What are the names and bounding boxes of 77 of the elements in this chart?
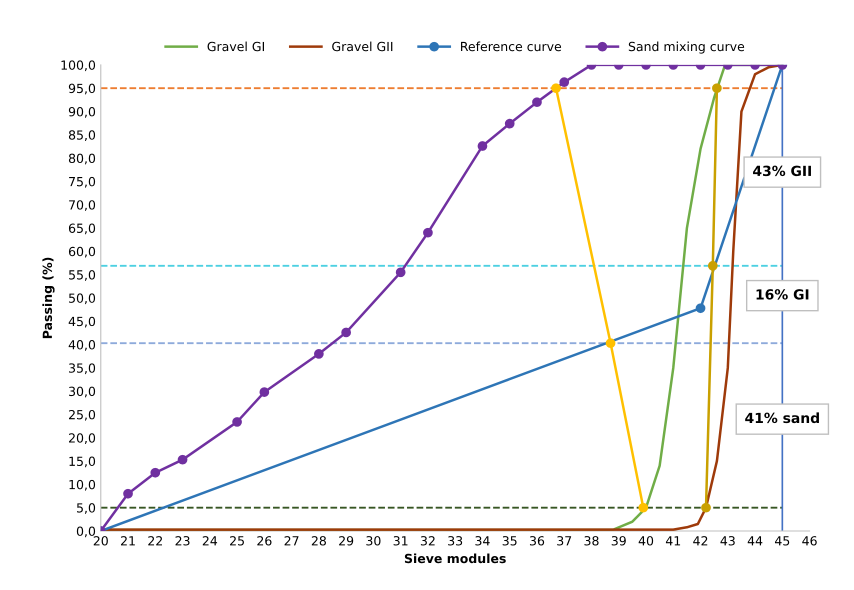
x-tick-label: 29 bbox=[339, 536, 354, 546]
legend-label: Reference curve bbox=[461, 42, 562, 52]
point bbox=[178, 454, 188, 465]
x-tick-label: 43 bbox=[720, 536, 735, 546]
point bbox=[423, 228, 433, 238]
annotation: 43% GII bbox=[753, 166, 811, 176]
y-tick-label: 10,0 bbox=[69, 480, 96, 491]
y-tick-label: 65,0 bbox=[68, 224, 96, 234]
y-tick-label: 0,0 bbox=[76, 526, 96, 538]
y-tick-label: 60,0 bbox=[68, 246, 96, 258]
x-tick-label: 45 bbox=[774, 536, 790, 546]
point bbox=[696, 303, 706, 314]
point bbox=[551, 83, 561, 94]
point bbox=[396, 267, 406, 278]
point bbox=[701, 502, 711, 513]
y-tick-label: 70,0 bbox=[69, 200, 96, 211]
y-axis-title: Passing (%) bbox=[42, 258, 55, 338]
y-tick-label: 15,0 bbox=[69, 456, 96, 468]
y-tick-label: 50,0 bbox=[69, 293, 96, 304]
y-tick-label: 75,0 bbox=[69, 176, 96, 188]
point bbox=[341, 328, 351, 338]
x-tick-label: 22 bbox=[148, 536, 162, 546]
legend-label: Sand mixing curve bbox=[628, 42, 744, 54]
y-tick-label: 40,0 bbox=[68, 340, 96, 351]
y-tick-label: 20,0 bbox=[68, 433, 96, 444]
y-tick-label: 55,0 bbox=[69, 270, 96, 281]
x-tick-label: 44 bbox=[748, 536, 762, 546]
x-tick-label: 34 bbox=[475, 536, 490, 546]
x-tick-label: 40 bbox=[638, 536, 654, 546]
point bbox=[478, 141, 488, 151]
y-tick-label: 85,0 bbox=[68, 130, 96, 142]
x-tick-label: 37 bbox=[557, 536, 572, 546]
x-tick-label: 28 bbox=[312, 536, 326, 546]
point bbox=[638, 502, 648, 513]
x-tick-label: 36 bbox=[530, 536, 544, 546]
x-tick-label: 23 bbox=[176, 536, 190, 546]
y-tick-label: 90,0 bbox=[68, 106, 96, 118]
x-tick-label: 30 bbox=[366, 536, 381, 546]
point bbox=[606, 338, 616, 348]
point bbox=[504, 118, 515, 128]
point bbox=[259, 387, 270, 397]
y-tick-label: 80,0 bbox=[68, 154, 96, 164]
x-tick-label: 38 bbox=[584, 536, 599, 546]
y-tick-label: 95,0 bbox=[68, 84, 96, 94]
x-tick-label: 39 bbox=[612, 536, 626, 546]
x-tick-label: 32 bbox=[420, 536, 435, 546]
point bbox=[150, 468, 160, 478]
annotation: 41% sand bbox=[745, 412, 819, 424]
point bbox=[314, 349, 324, 359]
x-tick-label: 24 bbox=[202, 536, 218, 546]
x-tick-label: 26 bbox=[257, 536, 272, 546]
x-axis-title: Sieve modules bbox=[404, 554, 506, 564]
x-tick-label: 25 bbox=[230, 536, 244, 546]
x-tick-label: 31 bbox=[394, 536, 408, 546]
y-tick-label: 45,0 bbox=[68, 316, 96, 328]
y-tick-label: 25,0 bbox=[68, 410, 96, 421]
x-tick-label: 21 bbox=[120, 536, 135, 546]
x-tick-label: 42 bbox=[693, 536, 708, 546]
point bbox=[712, 83, 722, 94]
y-tick-label: 35,0 bbox=[69, 363, 96, 374]
legend-label: Gravel GI bbox=[208, 42, 264, 52]
point bbox=[708, 260, 718, 271]
point bbox=[123, 488, 133, 499]
x-tick-label: 27 bbox=[284, 536, 298, 546]
y-tick-label: 100,0 bbox=[62, 60, 96, 72]
point bbox=[532, 97, 542, 108]
legend-label: Gravel GII bbox=[332, 42, 392, 52]
annotation: 16% GI bbox=[756, 289, 808, 300]
y-tick-label: 5,0 bbox=[76, 503, 96, 514]
point bbox=[559, 77, 570, 88]
y-tick-label: 30,0 bbox=[69, 386, 96, 398]
point bbox=[232, 417, 242, 427]
x-tick-label: 33 bbox=[448, 536, 462, 546]
x-tick-label: 41 bbox=[666, 536, 680, 546]
x-tick-label: 46 bbox=[802, 536, 817, 546]
x-tick-label: 35 bbox=[502, 536, 517, 546]
x-tick-label: 20 bbox=[94, 536, 108, 546]
